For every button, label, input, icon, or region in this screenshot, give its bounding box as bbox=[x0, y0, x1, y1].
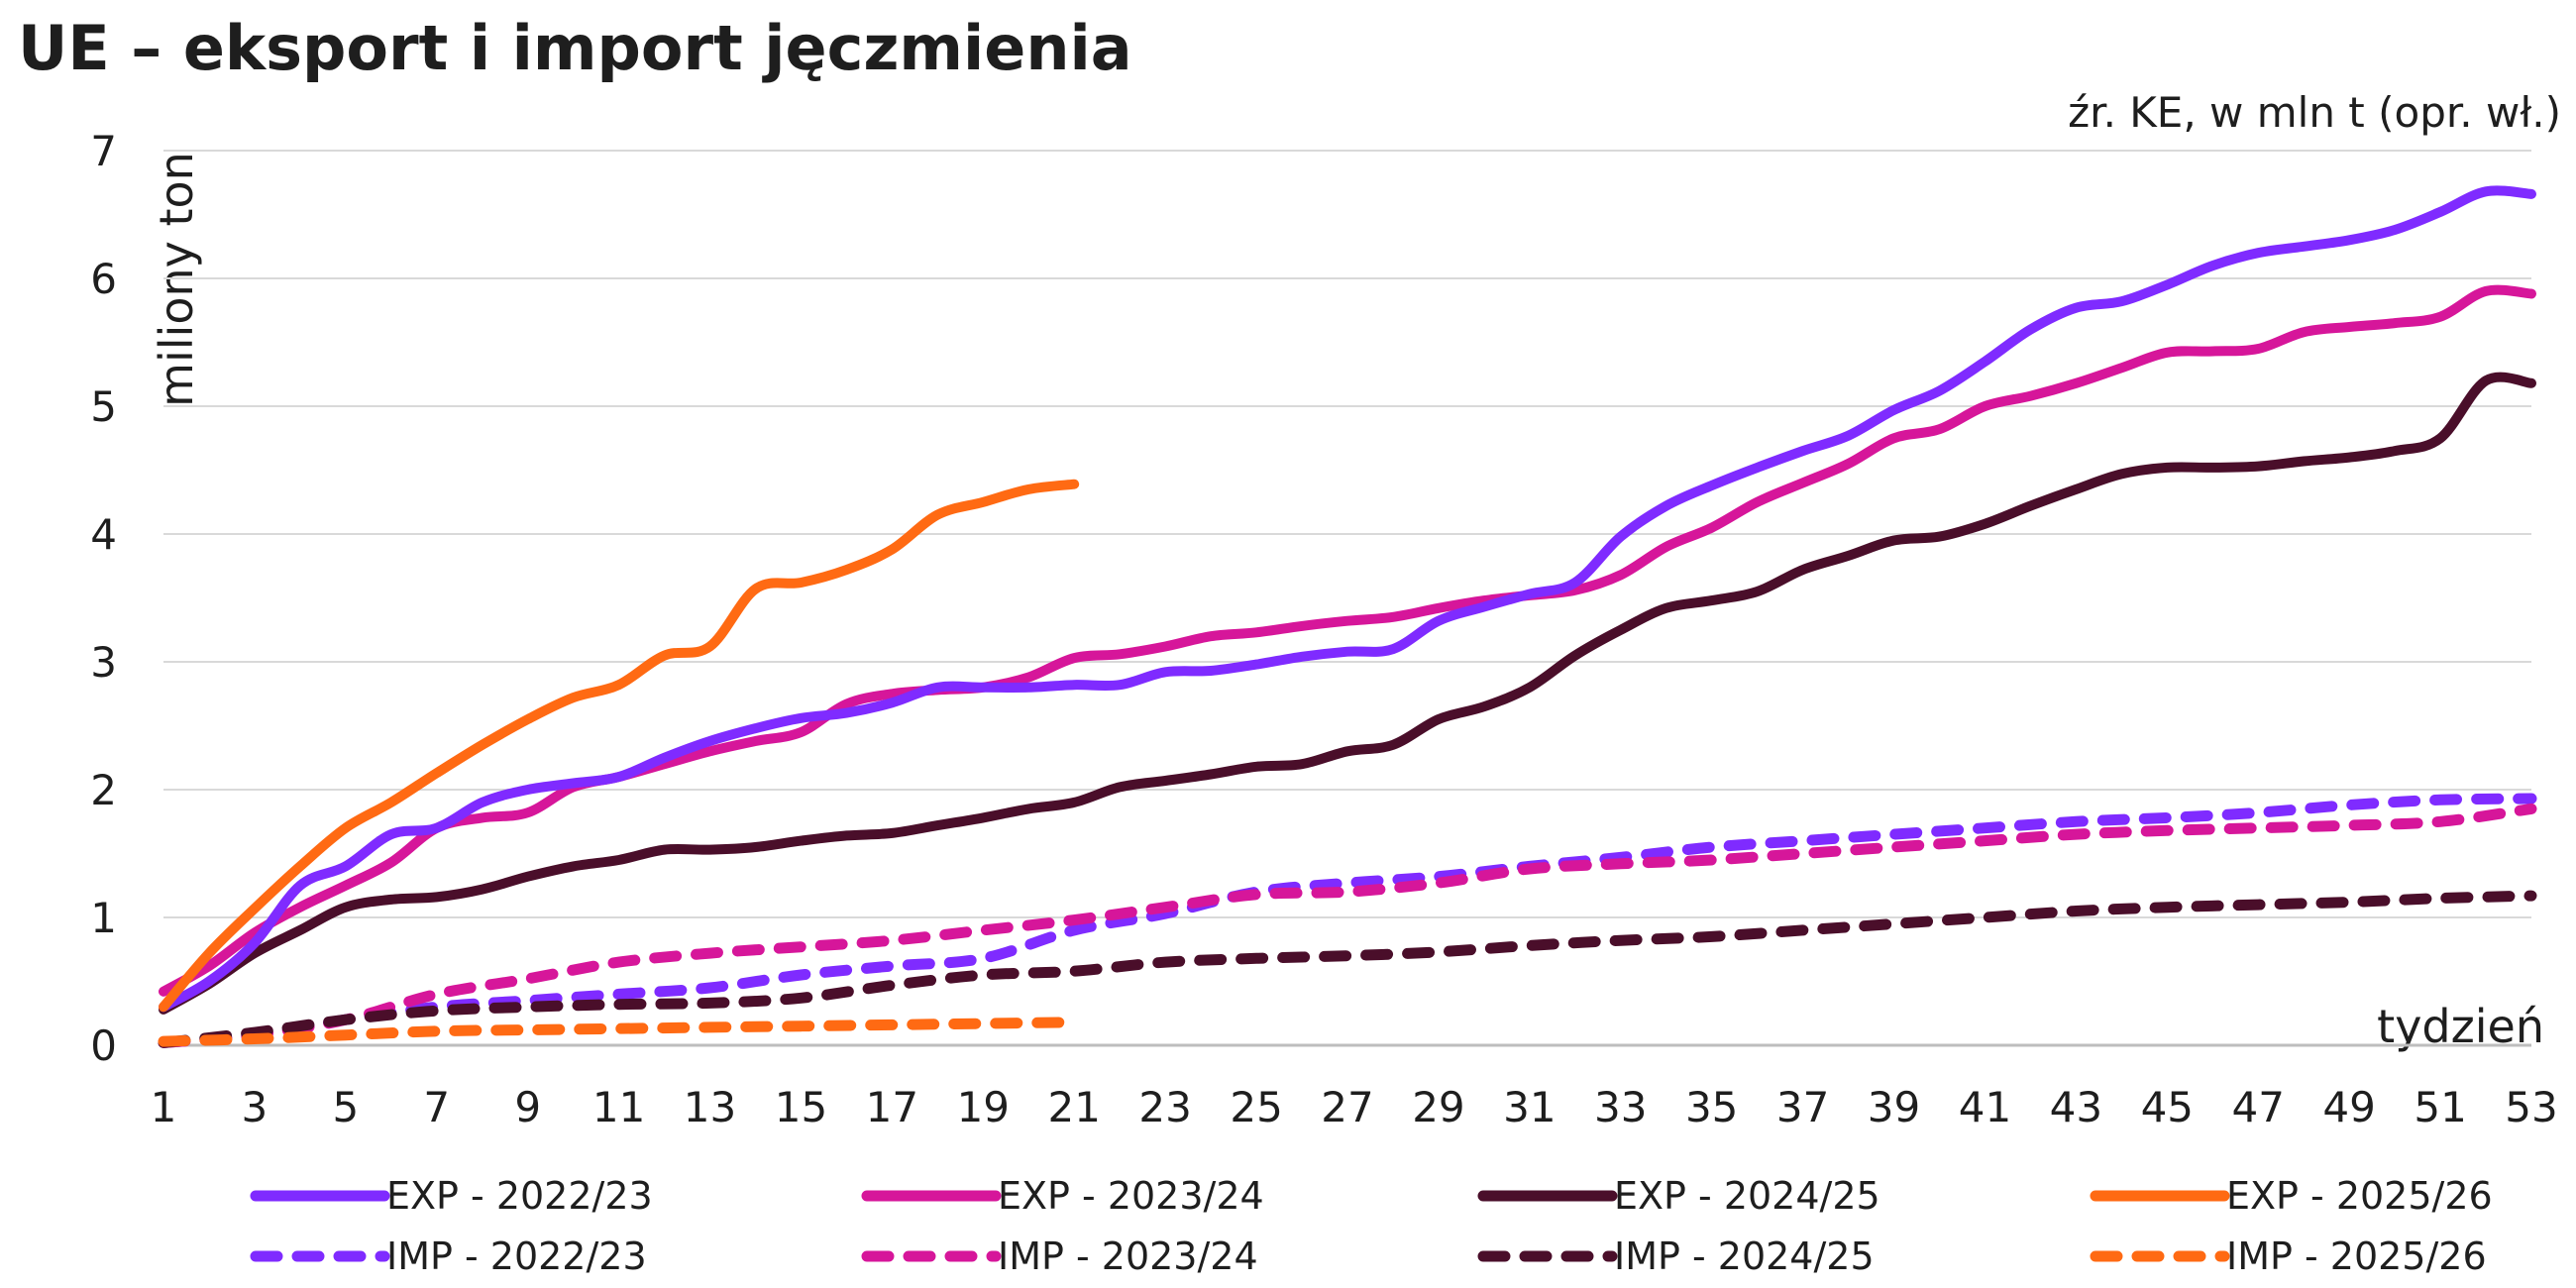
x-tick-label: 45 bbox=[2141, 1083, 2194, 1131]
x-tick-label: 23 bbox=[1138, 1083, 1191, 1131]
x-tick-label: 21 bbox=[1048, 1083, 1101, 1131]
legend-label: EXP - 2025/26 bbox=[2226, 1174, 2493, 1218]
y-tick-label: 2 bbox=[90, 766, 117, 814]
legend: EXP - 2022/23 EXP - 2023/24 EXP - 2024/25 E… bbox=[250, 1174, 2493, 1278]
x-tick-label: 37 bbox=[1776, 1083, 1829, 1131]
x-tick-label: 31 bbox=[1503, 1083, 1556, 1131]
x-tick-label: 33 bbox=[1594, 1083, 1647, 1131]
legend-label: EXP - 2024/25 bbox=[1614, 1174, 1880, 1218]
series-line-exp-2023-24 bbox=[159, 284, 2536, 997]
y-tick-labels: 0 1 2 3 4 5 6 7 bbox=[90, 127, 117, 1070]
series-line-imp-2022-23 bbox=[158, 793, 2537, 1048]
series-line-imp-2023-24 bbox=[158, 803, 2537, 1048]
y-tick-label: 3 bbox=[90, 638, 117, 687]
x-tick-label: 9 bbox=[514, 1083, 541, 1131]
series-line-exp-2025-26 bbox=[159, 479, 1080, 1013]
x-tick-label: 35 bbox=[1685, 1083, 1738, 1131]
legend-label: IMP - 2022/23 bbox=[386, 1234, 647, 1278]
x-tick-labels: 1 3 5 7 9 11 13 15 17 19 21 23 25 27 29 31 33 35 37 39 41 43 4… bbox=[151, 1083, 2558, 1131]
series-lines bbox=[158, 185, 2537, 1048]
legend-label: IMP - 2025/26 bbox=[2226, 1234, 2487, 1278]
gridlines bbox=[163, 150, 2531, 1047]
legend-label: EXP - 2023/24 bbox=[998, 1174, 1264, 1218]
legend-label: EXP - 2022/23 bbox=[386, 1174, 653, 1218]
x-tick-label: 41 bbox=[1959, 1083, 2011, 1131]
x-tick-label: 27 bbox=[1321, 1083, 1373, 1131]
legend-label: IMP - 2024/25 bbox=[1614, 1234, 1875, 1278]
x-tick-label: 43 bbox=[2050, 1083, 2102, 1131]
y-tick-label: 4 bbox=[90, 510, 117, 559]
x-tick-label: 47 bbox=[2232, 1083, 2285, 1131]
series-line-exp-2024-25 bbox=[159, 372, 2536, 1015]
x-tick-label: 19 bbox=[957, 1083, 1010, 1131]
x-tick-label: 49 bbox=[2322, 1083, 2375, 1131]
x-tick-label: 3 bbox=[242, 1083, 268, 1131]
series-line-imp-2025-26 bbox=[158, 1017, 1080, 1047]
x-tick-label: 11 bbox=[592, 1083, 645, 1131]
y-tick-label: 7 bbox=[90, 127, 117, 175]
x-tick-label: 1 bbox=[151, 1083, 177, 1131]
chart-title: UE – eksport i import jęczmienia bbox=[18, 12, 1132, 84]
source-note: źr. KE, w mln t (opr. wł.) bbox=[2068, 88, 2561, 137]
y-tick-label: 0 bbox=[90, 1021, 117, 1070]
x-tick-label: 29 bbox=[1412, 1083, 1464, 1131]
y-tick-label: 5 bbox=[90, 382, 117, 431]
x-tick-label: 53 bbox=[2505, 1083, 2557, 1131]
x-tick-label: 7 bbox=[423, 1083, 450, 1131]
y-tick-label: 6 bbox=[90, 255, 117, 303]
x-tick-label: 17 bbox=[866, 1083, 918, 1131]
series-line-imp-2024-25 bbox=[158, 890, 2537, 1048]
x-tick-label: 39 bbox=[1868, 1083, 1920, 1131]
x-tick-label: 25 bbox=[1230, 1083, 1282, 1131]
x-tick-label: 15 bbox=[775, 1083, 827, 1131]
legend-label: IMP - 2023/24 bbox=[998, 1234, 1258, 1278]
series-line-exp-2022-23 bbox=[159, 185, 2536, 1013]
x-tick-label: 5 bbox=[332, 1083, 359, 1131]
x-tick-label: 51 bbox=[2414, 1083, 2466, 1131]
x-tick-label: 13 bbox=[684, 1083, 736, 1131]
y-tick-label: 1 bbox=[90, 894, 117, 942]
